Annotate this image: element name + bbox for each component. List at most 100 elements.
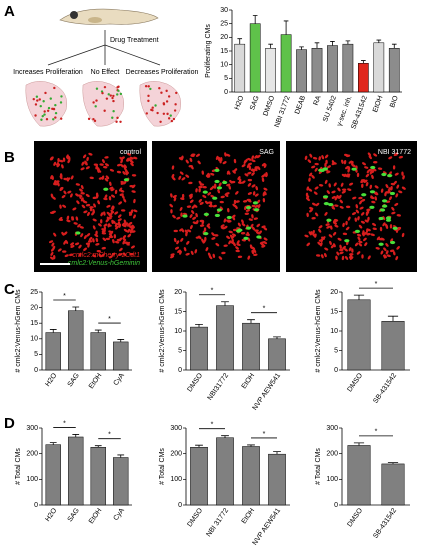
- nucleus: [195, 188, 198, 193]
- nucleus: [76, 200, 80, 205]
- nucleus: [214, 179, 220, 184]
- x-tick-label: EtOH: [241, 372, 257, 390]
- nucleus: [216, 208, 223, 212]
- cell: [101, 91, 104, 95]
- nucleus: [247, 255, 251, 260]
- nucleus: [254, 193, 259, 197]
- nucleus: [318, 156, 321, 161]
- nucleus: [130, 162, 134, 167]
- nucleus: [219, 200, 224, 204]
- bar: [68, 310, 84, 371]
- nucleus: [214, 168, 220, 173]
- diagram-label: Decreases Proliferation: [126, 69, 199, 76]
- nucleus: [330, 244, 335, 249]
- nucleus: [395, 193, 399, 198]
- x-tick-label: SAG: [67, 372, 81, 388]
- nucleus: [237, 255, 243, 259]
- nucleus: [116, 170, 122, 174]
- cell: [151, 109, 154, 112]
- nucleus: [83, 210, 88, 214]
- nucleus: [75, 193, 80, 197]
- cell: [170, 119, 174, 123]
- x-tick-label: NBI31772: [207, 372, 231, 402]
- nucleus: [95, 165, 98, 170]
- nucleus: [328, 202, 334, 207]
- nucleus: [81, 199, 86, 203]
- bar: [280, 34, 292, 93]
- nucleus: [204, 200, 209, 205]
- x-tick-label: SB-431542: [372, 507, 398, 540]
- error-bar: [273, 451, 281, 455]
- nucleus: [123, 165, 127, 171]
- cell: [111, 96, 114, 100]
- x-tick-label: RA: [313, 95, 323, 107]
- nucleus: [339, 248, 344, 252]
- error-bar: [221, 301, 229, 306]
- nucleus: [370, 165, 376, 170]
- nucleus: [85, 193, 90, 198]
- nucleus: [212, 204, 217, 208]
- nucleus: [238, 178, 242, 183]
- nucleus: [171, 176, 176, 181]
- nucleus: [318, 184, 324, 187]
- nucleus: [89, 176, 94, 180]
- error-bar: [195, 323, 203, 328]
- cell: [38, 98, 41, 101]
- nucleus: [397, 227, 402, 231]
- arrows: [47, 30, 161, 66]
- nucleus: [357, 236, 361, 241]
- nucleus: [219, 159, 222, 164]
- nucleus: [121, 222, 126, 226]
- nucleus: [103, 166, 108, 169]
- x-tick-label: CyA: [113, 372, 127, 387]
- nucleus: [133, 209, 138, 213]
- nucleus: [255, 186, 258, 191]
- y-tick-label: 15: [30, 320, 38, 327]
- error-bar: [49, 442, 57, 445]
- bar: [388, 48, 400, 93]
- cell: [173, 109, 177, 112]
- nucleus: [109, 168, 115, 172]
- nucleus: [230, 235, 235, 239]
- nucleus: [64, 254, 69, 258]
- nucleus: [389, 249, 395, 253]
- nucleus: [92, 196, 97, 200]
- y-axis-label: Proliferating CMs: [205, 24, 212, 78]
- x-tick-label: DMSO: [346, 507, 364, 529]
- nucleus: [351, 248, 354, 253]
- cell: [117, 89, 120, 92]
- nucleus: [367, 255, 371, 260]
- bar: [373, 42, 385, 93]
- nucleus: [363, 237, 367, 242]
- nucleus: [255, 231, 261, 235]
- nucleus: [254, 229, 259, 232]
- nucleus: [345, 205, 351, 209]
- error-bar: [72, 434, 80, 437]
- nucleus: [170, 209, 173, 214]
- nucleus: [331, 196, 336, 199]
- bar: [216, 437, 234, 506]
- nucleus: [128, 225, 133, 229]
- nucleus: [93, 203, 96, 208]
- nucleus: [250, 168, 256, 172]
- nucleus: [228, 240, 232, 245]
- nucleus: [62, 157, 66, 162]
- nucleus: [69, 253, 74, 257]
- nucleus: [80, 233, 84, 238]
- nucleus: [201, 170, 204, 175]
- nucleus: [383, 247, 387, 252]
- nucleus: [314, 167, 318, 172]
- nucleus: [251, 226, 256, 231]
- cell: [159, 120, 162, 123]
- bar: [113, 341, 129, 371]
- nucleus: [341, 173, 346, 177]
- nucleus: [133, 214, 136, 219]
- nucleus: [253, 208, 260, 212]
- nucleus: [66, 215, 70, 220]
- nucleus: [262, 198, 266, 203]
- nucleus: [66, 219, 71, 223]
- significance-label: *: [263, 431, 266, 438]
- significance-label: *: [263, 306, 266, 313]
- nucleus: [228, 230, 233, 234]
- nucleus: [126, 241, 130, 246]
